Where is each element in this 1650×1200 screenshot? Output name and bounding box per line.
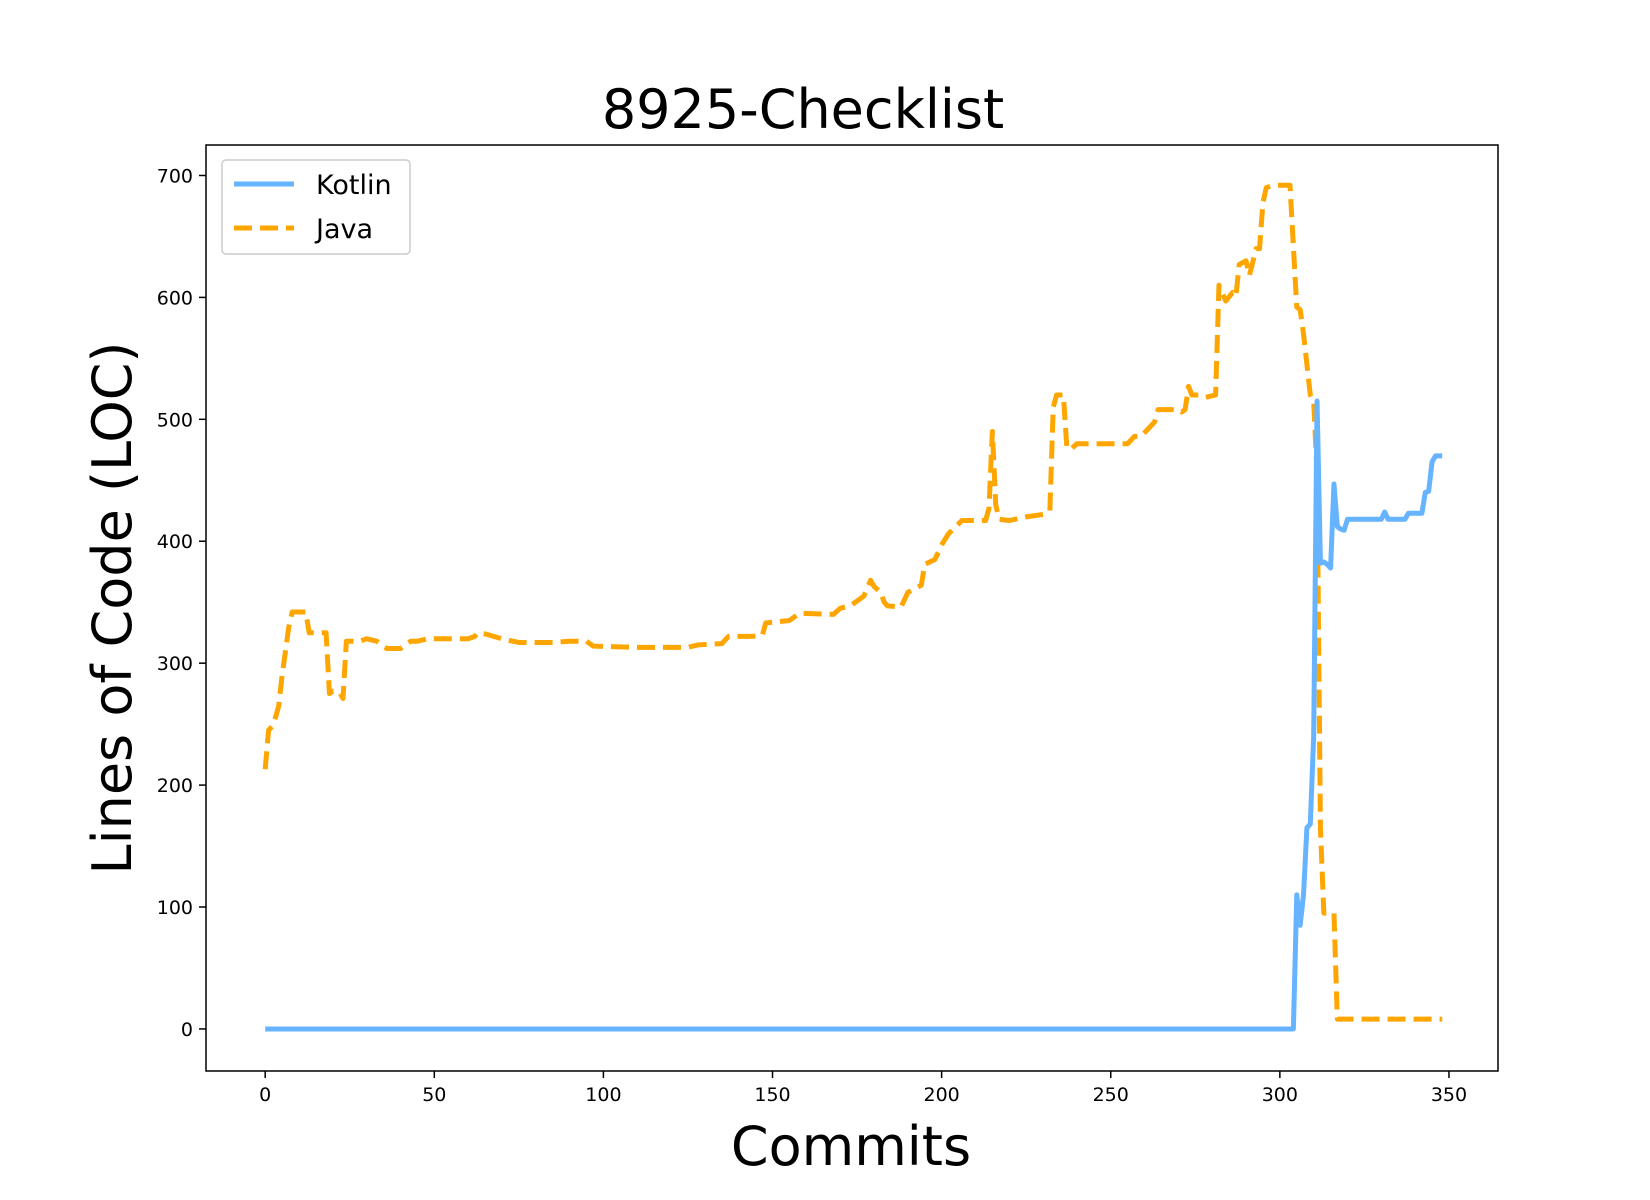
- y-tick-label: 400: [157, 531, 193, 553]
- y-tick-label: 600: [157, 287, 193, 309]
- chart-title: 8925-Checklist: [602, 78, 1004, 141]
- legend-label-kotlin: Kotlin: [316, 170, 392, 201]
- x-tick-label: 250: [1093, 1084, 1129, 1106]
- x-tick-label: 50: [422, 1084, 446, 1106]
- plot-area: [205, 144, 1499, 1072]
- legend: Kotlin Java: [221, 159, 411, 255]
- series-line-java: [262, 182, 1443, 1022]
- y-tick-label: 300: [157, 653, 193, 675]
- x-axis-label: Commits: [731, 1115, 971, 1178]
- y-tick-label: 200: [157, 775, 193, 797]
- x-tick-label: 200: [923, 1084, 959, 1106]
- y-tick-label: 500: [157, 409, 193, 431]
- y-tick-label: 0: [181, 1019, 193, 1041]
- plot-frame: [205, 144, 1499, 1072]
- x-tick-label: 0: [259, 1084, 271, 1106]
- y-axis-ticks: 0 100 200 300 400 500 600 700: [157, 165, 206, 1041]
- series-line-kotlin: [265, 398, 1443, 1032]
- x-tick-label: 100: [585, 1084, 621, 1106]
- y-tick-label: 100: [157, 897, 193, 919]
- series-layer: [262, 182, 1443, 1032]
- y-tick-label: 700: [157, 165, 193, 187]
- x-axis-ticks: 0 50 100 150 200 250 300 350: [259, 1071, 1467, 1106]
- legend-label-java: Java: [314, 214, 373, 245]
- x-tick-label: 150: [754, 1084, 790, 1106]
- x-tick-label: 300: [1262, 1084, 1298, 1106]
- x-tick-label: 350: [1431, 1084, 1467, 1106]
- y-axis-label: Lines of Code (LOC): [81, 342, 144, 875]
